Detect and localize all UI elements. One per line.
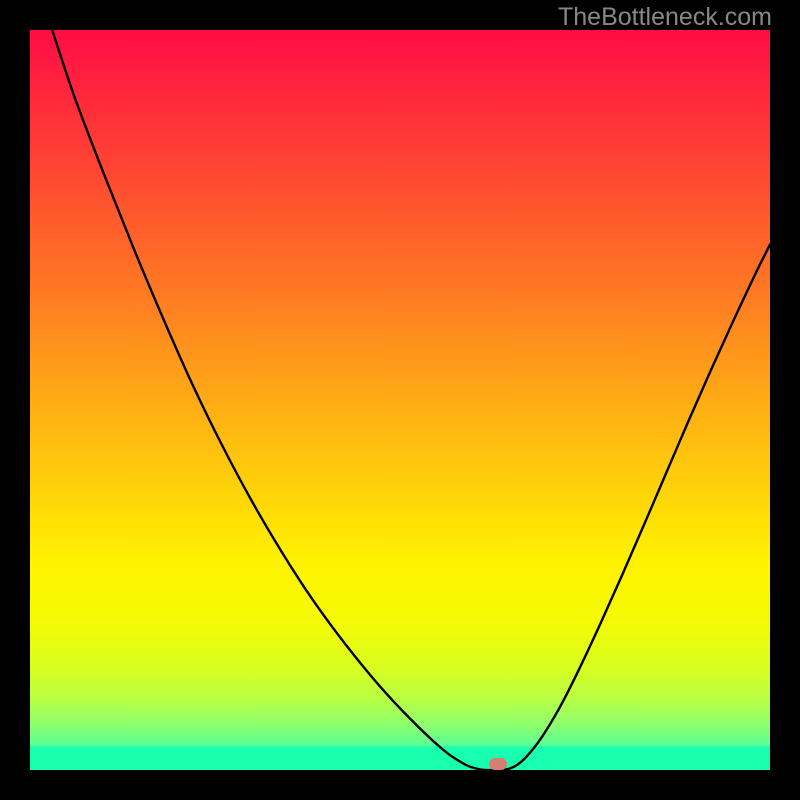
chart-curve-layer: [30, 30, 770, 770]
chart-plot-area: [30, 30, 770, 770]
chart-curve: [52, 30, 770, 770]
chart-baseline-band: [30, 746, 770, 770]
watermark-text: TheBottleneck.com: [558, 3, 772, 32]
chart-marker: [489, 758, 507, 770]
